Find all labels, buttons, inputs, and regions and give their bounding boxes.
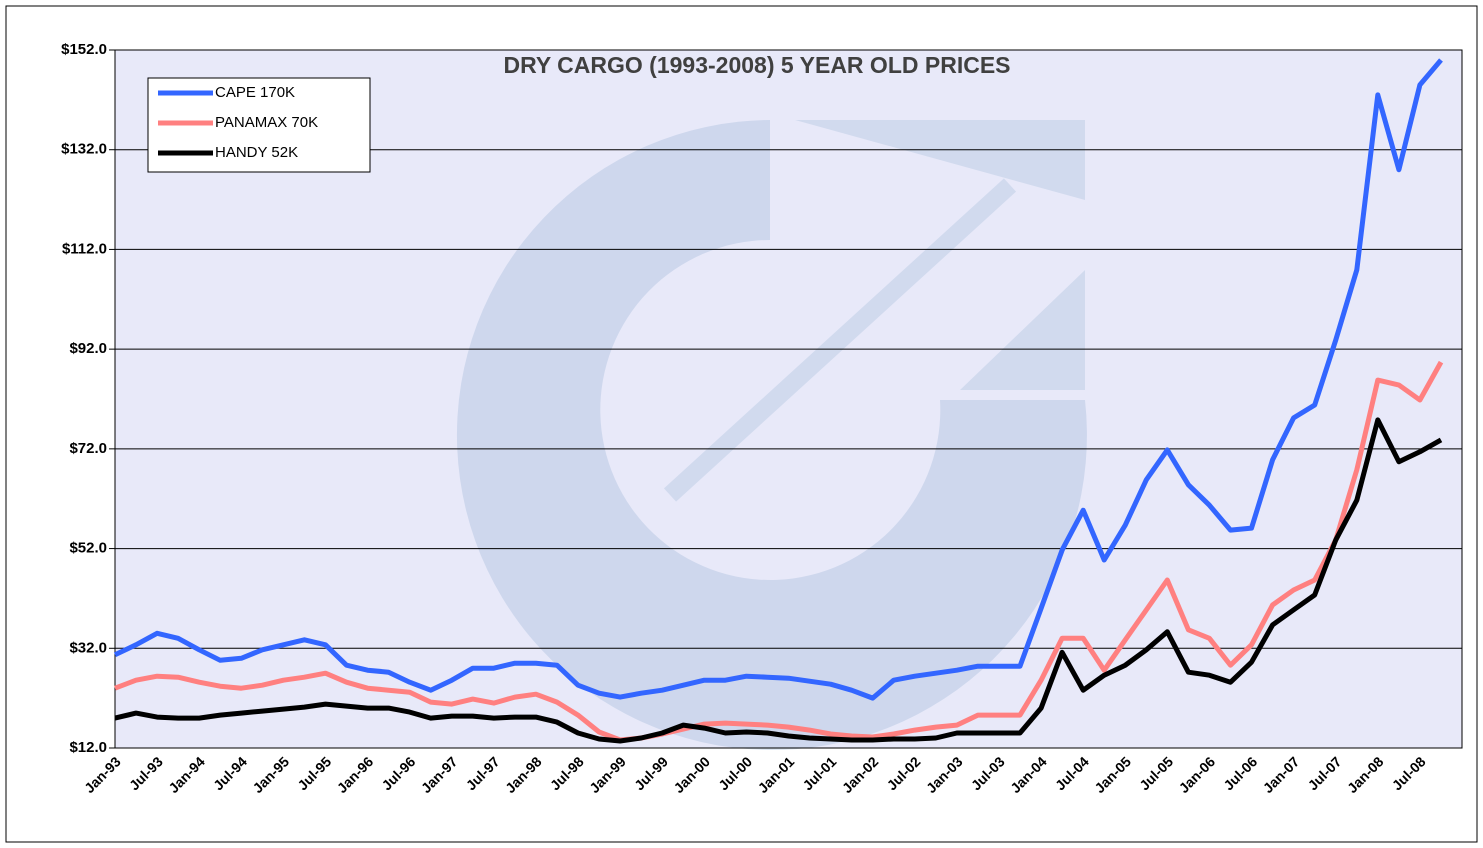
legend-label: PANAMAX 70K <box>215 114 318 131</box>
legend-label: CAPE 170K <box>215 84 295 101</box>
series-line <box>114 417 1443 744</box>
watermark-arrow <box>795 120 1085 390</box>
watermark-bar <box>663 178 1017 502</box>
y-tick-label: $12.0 <box>69 739 107 756</box>
watermark <box>456 120 1087 750</box>
series-line <box>113 58 1443 701</box>
chart-title: DRY CARGO (1993-2008) 5 YEAR OLD PRICES <box>503 52 1010 78</box>
y-tick-label: $152.0 <box>61 41 107 58</box>
legend-label: HANDY 52K <box>215 144 298 161</box>
y-tick-label: $52.0 <box>69 540 107 557</box>
y-tick-label: $72.0 <box>69 440 107 457</box>
y-tick-label: $112.0 <box>62 240 107 257</box>
watermark-ring <box>456 120 1087 750</box>
y-tick-label: $132.0 <box>61 141 107 158</box>
y-tick-label: $92.0 <box>69 340 107 357</box>
y-tick-label: $32.0 <box>69 639 107 656</box>
series-line <box>114 360 1444 743</box>
